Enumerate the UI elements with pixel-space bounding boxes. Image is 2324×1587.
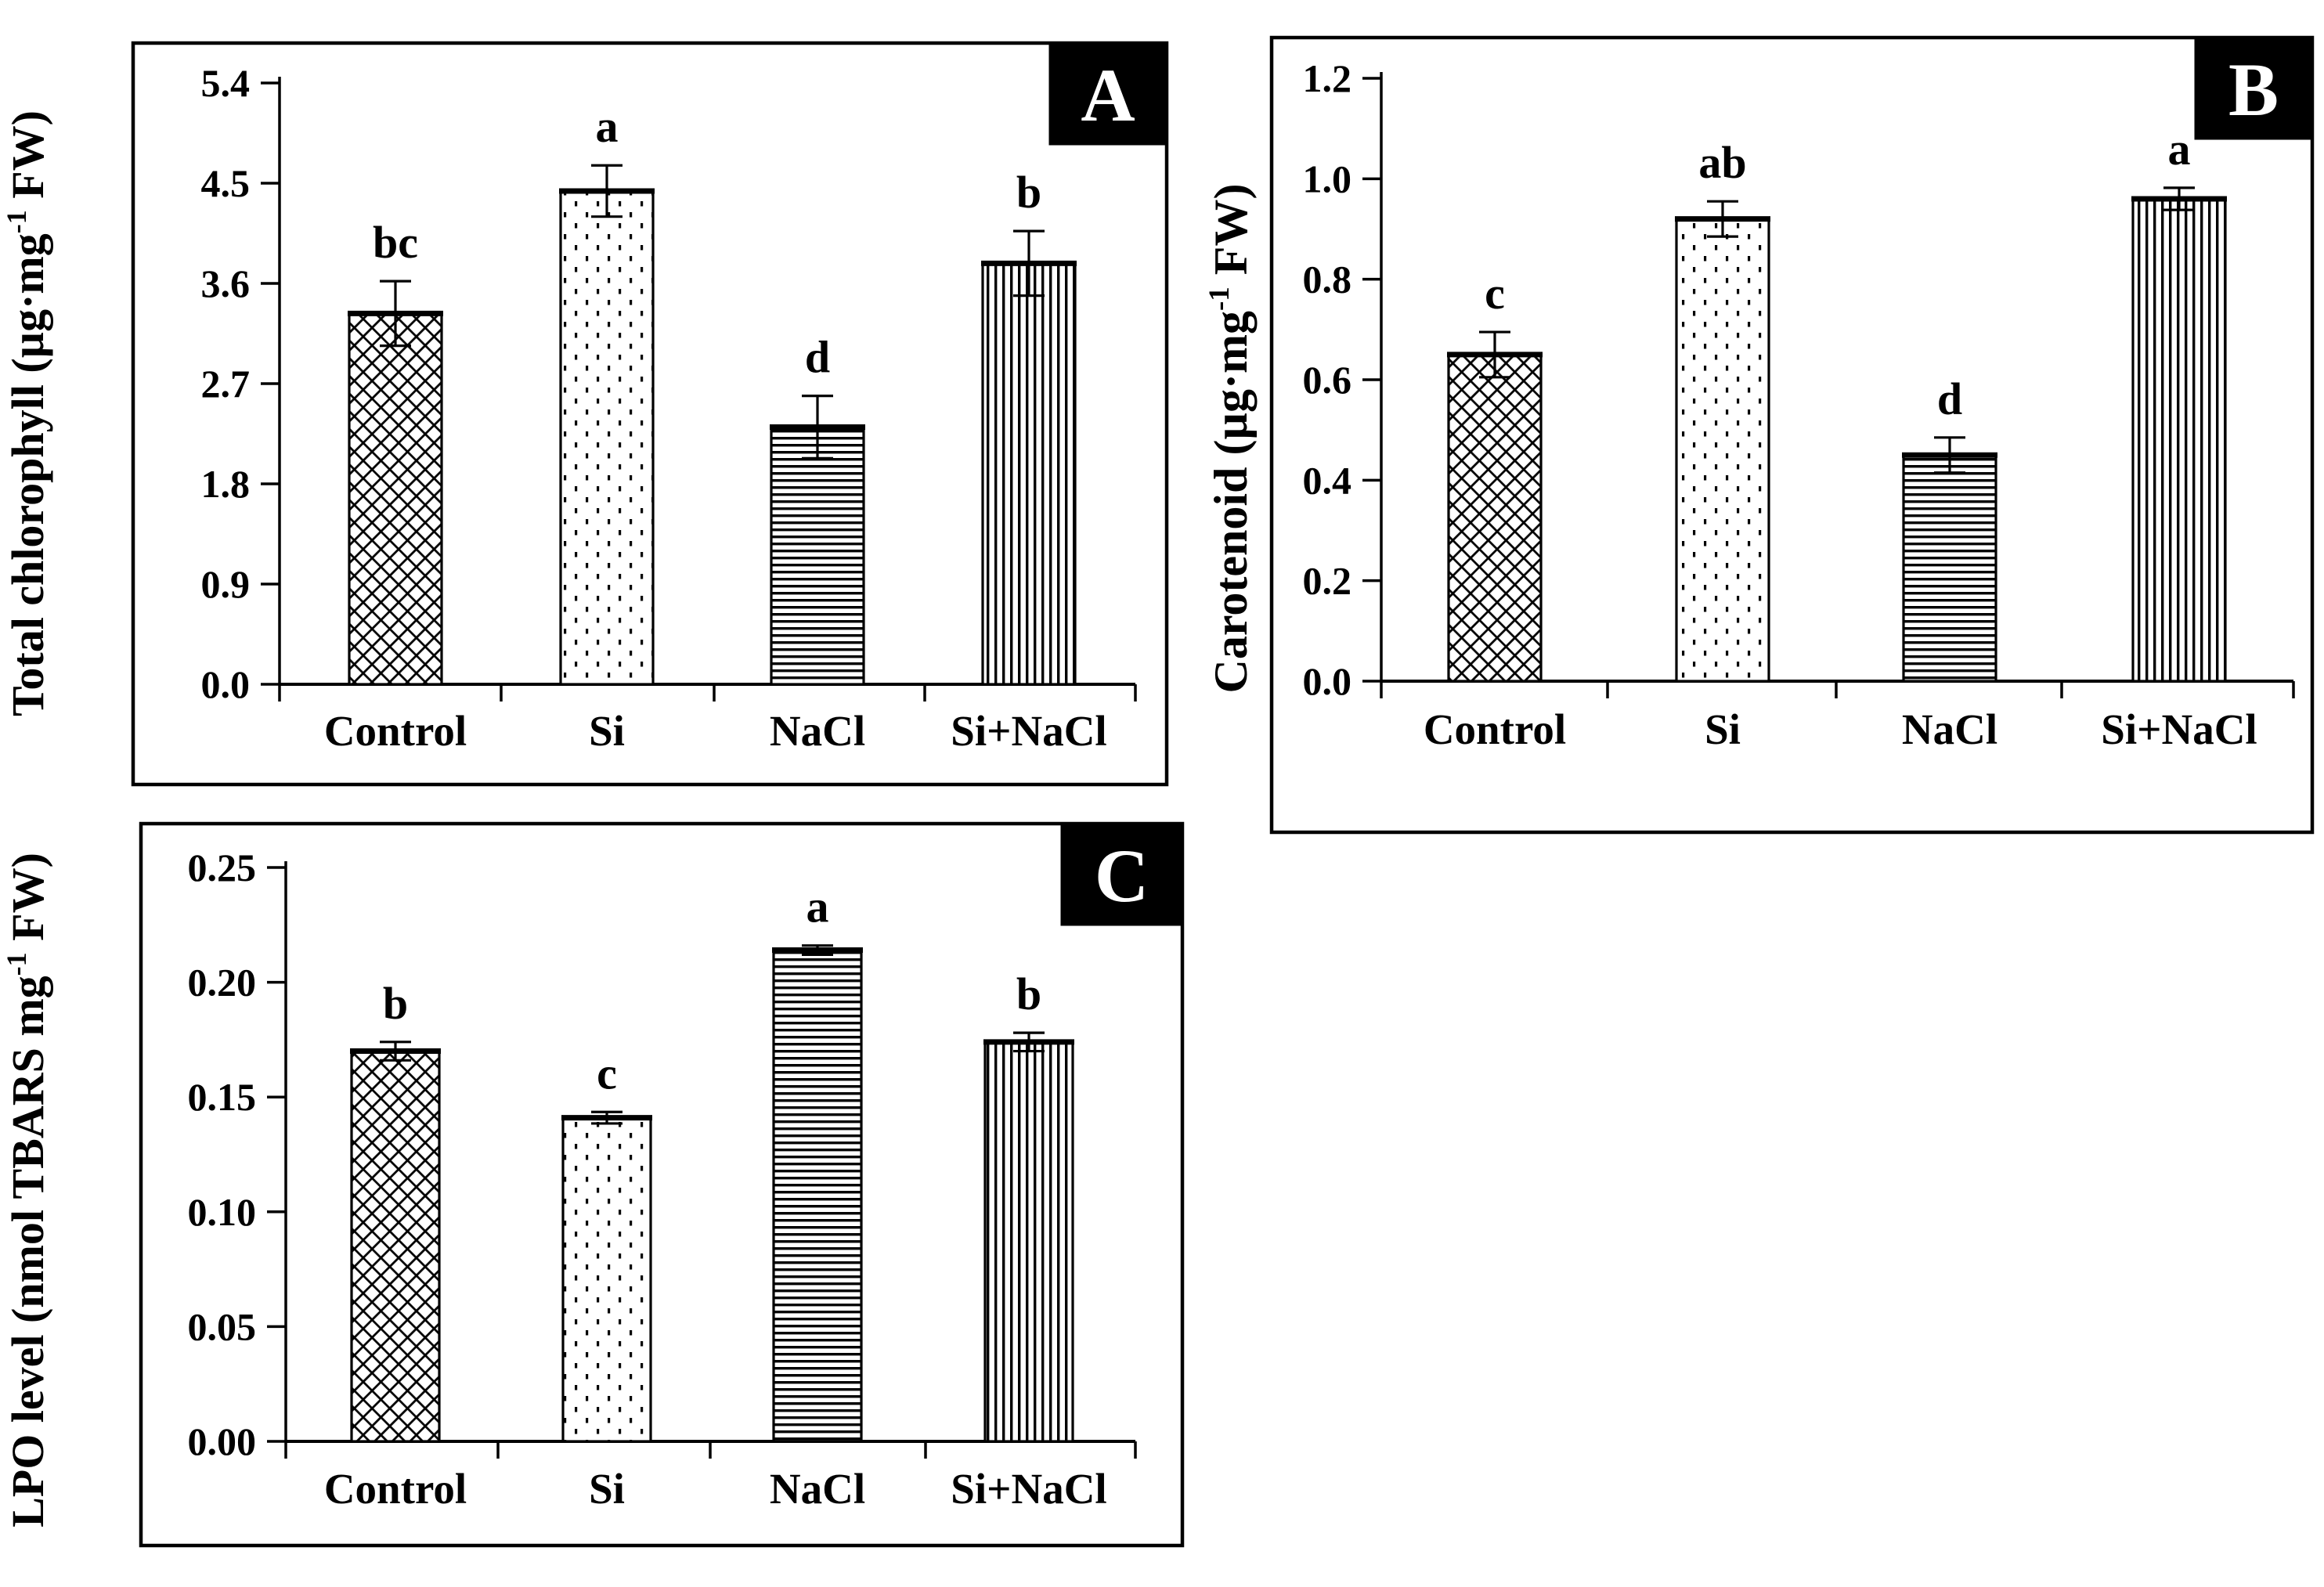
y-tick-label: 0.0: [1303, 659, 1352, 703]
y-tick-label: 4.5: [201, 161, 251, 205]
bar-si+nacl: [981, 261, 1077, 686]
y-tick-label: 0.00: [188, 1419, 257, 1463]
bar-nacl: [772, 948, 863, 1443]
y-tick-label: 0.4: [1303, 458, 1352, 502]
y-tick-label: 0.8: [1303, 258, 1352, 301]
y-tick-label: 0.10: [188, 1190, 257, 1234]
sig-letter: b: [1016, 167, 1041, 218]
panel-border: [139, 821, 1185, 1548]
y-tick-label: 0.05: [188, 1304, 257, 1348]
category-label-si+nacl: Si+NaCl: [2101, 705, 2257, 753]
sig-letter: d: [805, 332, 830, 383]
bar-si+nacl: [2131, 197, 2227, 683]
y-tick-label: 0.0: [201, 662, 251, 706]
category-label-si: Si: [589, 1465, 625, 1513]
category-label-control: Control: [324, 707, 467, 755]
category-label-si: Si: [1705, 705, 1741, 753]
panel-border: [131, 41, 1169, 787]
sig-letter: b: [383, 978, 408, 1029]
panel-letter-c: C: [1095, 834, 1149, 918]
y-tick-label: 5.4: [201, 61, 251, 105]
sig-letter: c: [1485, 268, 1505, 319]
y-axis-title: Carotenoid (µg·mg-1 FW): [1204, 184, 1257, 694]
y-axis-title: Total chlorophyll (µg·mg-1 FW): [1, 110, 53, 716]
sig-letter: a: [2168, 124, 2191, 175]
category-label-si+nacl: Si+NaCl: [951, 1465, 1106, 1513]
sig-letter: a: [596, 101, 619, 152]
category-label-si+nacl: Si+NaCl: [951, 707, 1106, 755]
y-tick-label: 3.6: [201, 261, 251, 305]
panel-c: 0.00 0.05 0.10 0.15 0.20 0.25 b Control c Si a NaCl…: [1, 821, 1185, 1548]
panel-a: 0.0 0.9 1.8 2.7 3.6 4.5 5.4 bc Control a Si d NaCl b S…: [1, 41, 1169, 787]
bar-si: [561, 1116, 652, 1443]
y-tick-label: 0.6: [1303, 358, 1352, 402]
bar-si+nacl: [983, 1041, 1074, 1443]
panel-border: [1269, 35, 2315, 835]
bar-si: [1675, 218, 1770, 683]
bar-nacl: [770, 425, 865, 686]
sig-letter: ab: [1698, 137, 1746, 188]
bar-control: [1447, 353, 1543, 683]
category-label-nacl: NaCl: [770, 707, 865, 755]
y-tick-label: 1.8: [201, 462, 251, 506]
bar-nacl: [1902, 453, 1997, 683]
panel-letter-a: A: [1081, 53, 1135, 137]
category-label-si: Si: [589, 707, 625, 755]
panel-letter-box: [1060, 823, 1183, 926]
y-tick-label: 0.25: [188, 846, 257, 889]
category-label-control: Control: [1424, 705, 1566, 753]
y-tick-label: 0.2: [1303, 559, 1352, 603]
y-tick-label: 0.15: [188, 1075, 257, 1119]
sig-letter: bc: [373, 217, 418, 268]
category-label-nacl: NaCl: [1902, 705, 1997, 753]
sig-letter: c: [597, 1048, 617, 1098]
bar-si: [559, 189, 655, 686]
panel-letter-box: [2194, 37, 2313, 140]
category-label-control: Control: [324, 1465, 467, 1513]
y-tick-label: 2.7: [201, 362, 251, 406]
category-label-nacl: NaCl: [770, 1465, 865, 1513]
panel-letter-b: B: [2228, 48, 2279, 132]
y-tick-label: 0.9: [201, 562, 251, 606]
panel-b: 0.0 0.2 0.4 0.6 0.8 1.0 1.2 c Control ab Si d NaCl a S…: [1204, 35, 2315, 835]
panel-letter-box: [1048, 42, 1167, 146]
y-tick-label: 1.2: [1303, 56, 1352, 100]
y-tick-label: 1.0: [1303, 157, 1352, 200]
bar-control: [348, 312, 443, 686]
sig-letter: b: [1016, 968, 1041, 1019]
sig-letter: d: [1937, 373, 1962, 424]
y-tick-label: 0.20: [188, 961, 257, 1004]
y-axis-title: LPO level (nmol TBARS mg-1 FW): [1, 853, 53, 1527]
bar-control: [350, 1049, 441, 1443]
sig-letter: a: [807, 882, 829, 932]
